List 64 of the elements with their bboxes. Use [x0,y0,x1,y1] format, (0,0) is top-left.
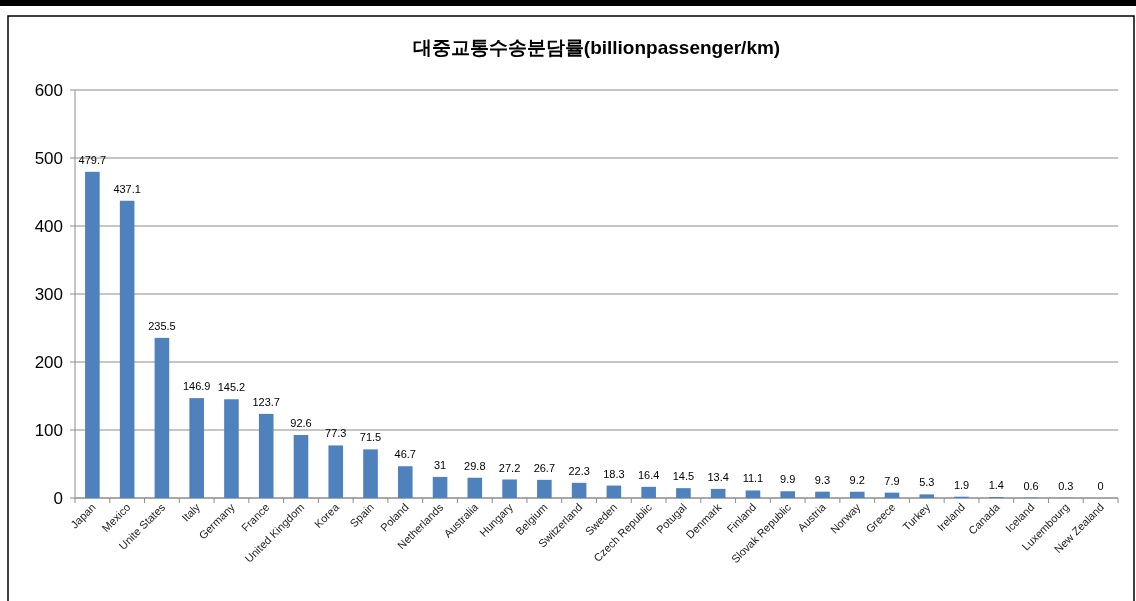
data-label: 26.7 [533,461,556,474]
data-label: 437.1 [113,182,141,195]
bar [293,435,309,498]
bar [710,488,726,498]
chart-title: 대중교통수송분담률(billionpassenger/km) [412,37,781,58]
data-label: 92.6 [290,417,312,430]
data-label: 1.4 [988,479,1004,492]
data-label: 0 [1097,480,1104,492]
data-label: 7.9 [884,474,900,487]
bar [119,200,135,498]
data-label: 22.3 [568,464,590,477]
bar [745,490,761,498]
data-label: 0.6 [1023,479,1039,492]
data-label: 123.7 [252,395,280,408]
bar [154,337,170,498]
data-label: 479.7 [78,153,107,166]
data-label: 9.9 [780,473,796,486]
bar [432,476,448,498]
y-tick-label: 300 [34,285,63,304]
data-label: 77.3 [325,427,347,440]
bar [189,398,204,498]
data-label: 11.1 [742,472,764,485]
data-label: 5.3 [919,476,935,489]
bar [780,491,796,498]
y-tick-label: 200 [34,353,63,372]
bar [363,449,378,498]
data-label: 71.5 [359,431,382,444]
bar [571,482,587,498]
bar [328,445,344,498]
data-label: 9.3 [814,473,831,486]
bar [258,413,274,498]
data-label: 9.2 [849,473,865,486]
data-label: 27.2 [498,461,521,474]
data-label: 13.4 [707,470,729,483]
y-tick-label: 500 [34,149,63,168]
bar [641,486,656,498]
y-tick-label: 0 [53,489,63,508]
data-label: 46.7 [394,448,416,461]
data-label: 14.5 [672,470,695,483]
bar [884,492,900,498]
data-label: 18.3 [603,467,625,480]
bar [537,479,552,498]
bar [919,494,935,498]
bar [224,399,239,498]
bar [467,477,483,498]
data-label: 0.3 [1058,479,1074,492]
y-tick-label: 100 [34,421,63,440]
bar [849,491,865,498]
bar [676,488,691,498]
bar [502,479,517,498]
bar [85,171,100,498]
data-label: 145.2 [217,381,246,394]
data-label: 31 [433,458,447,471]
data-label: 16.4 [637,468,660,481]
data-label: 235.5 [148,319,176,332]
bar [606,485,622,498]
x-tick-label: Italy [179,500,203,524]
data-label: 1.9 [953,478,970,491]
data-label: 146.9 [182,380,211,393]
data-label: 29.8 [464,459,486,472]
bar [815,491,830,498]
y-tick-label: 400 [34,217,63,236]
bar [397,466,413,498]
y-tick-label: 600 [34,81,63,100]
